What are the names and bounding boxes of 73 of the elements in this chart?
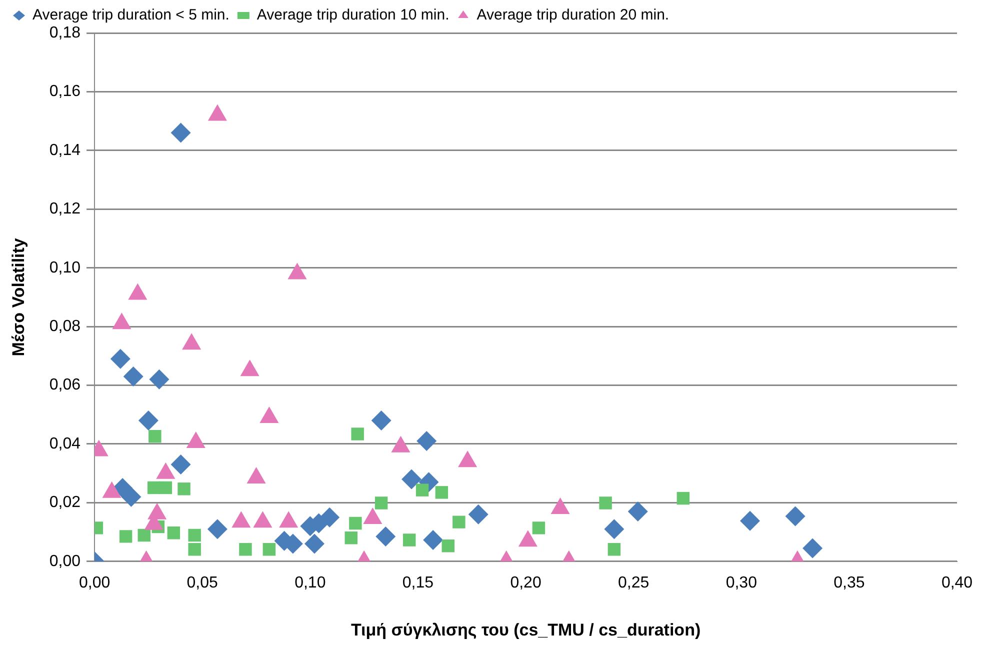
x-tick-label: 0,30 <box>726 574 758 592</box>
x-tick-label: 0,00 <box>78 574 110 592</box>
point <box>374 496 388 510</box>
point <box>628 501 648 522</box>
point <box>208 104 227 121</box>
legend-label: Average trip duration < 5 min. <box>32 6 230 24</box>
point <box>349 516 362 530</box>
point <box>320 507 340 528</box>
x-tick-label: 0,05 <box>186 574 218 592</box>
y-tick-label: 0,08 <box>49 318 81 335</box>
point <box>138 410 158 430</box>
y-tick-label: 0,02 <box>49 494 81 512</box>
point <box>423 530 444 550</box>
y-axis-title: Μέσο Volatility <box>8 238 28 356</box>
point <box>148 430 162 443</box>
point <box>402 534 416 546</box>
point <box>138 528 150 542</box>
legend-label: Average trip duration 20 min. <box>476 6 670 24</box>
point <box>123 366 144 386</box>
point <box>119 530 132 543</box>
x-tick-label: 0,35 <box>834 574 865 592</box>
y-tick-label: 0,04 <box>49 435 81 452</box>
point <box>376 526 396 546</box>
point <box>676 492 690 505</box>
point <box>442 539 455 552</box>
point <box>740 510 760 531</box>
point <box>344 532 358 544</box>
point <box>802 538 823 558</box>
point <box>207 519 228 540</box>
x-tick-label: 0,40 <box>941 574 973 592</box>
x-tick-label: 0,25 <box>618 574 650 592</box>
point <box>452 516 466 528</box>
point <box>435 486 448 499</box>
point <box>304 534 324 554</box>
y-tick-label: 0,14 <box>49 142 81 159</box>
x-tick-label: 0,20 <box>510 574 542 592</box>
y-tick-label: 0,18 <box>49 24 81 42</box>
point <box>604 519 624 540</box>
point <box>147 481 160 494</box>
point <box>170 454 191 475</box>
y-tick-label: 0,12 <box>49 200 81 218</box>
x-tick-label: 0,15 <box>402 574 434 592</box>
point <box>416 431 437 452</box>
point <box>121 486 142 507</box>
y-tick-label: 0,16 <box>49 83 81 100</box>
legend-label: Average trip duration 10 min. <box>256 6 450 24</box>
point <box>167 526 180 540</box>
point <box>608 543 621 556</box>
point <box>128 283 148 300</box>
point <box>262 543 276 556</box>
point <box>599 496 612 510</box>
point <box>182 333 202 350</box>
point <box>401 469 422 490</box>
point <box>188 528 201 542</box>
y-tick-label: 0,10 <box>49 259 81 276</box>
point <box>351 428 364 440</box>
point <box>288 262 307 280</box>
point <box>110 348 130 369</box>
x-axis-title: Τιμή σύγκλισης του (cs_TMU / cs_duration) <box>350 620 701 640</box>
point <box>188 543 201 556</box>
y-tick-label: 0,00 <box>49 552 81 570</box>
point <box>239 543 252 556</box>
y-tick-label: 0,06 <box>49 376 81 394</box>
point <box>112 312 132 330</box>
point <box>149 369 170 390</box>
point <box>159 481 172 494</box>
point <box>532 522 546 534</box>
point <box>371 410 392 430</box>
point <box>416 484 429 496</box>
point <box>785 506 806 526</box>
point <box>178 482 190 496</box>
point <box>468 504 488 524</box>
x-tick-label: 0,10 <box>294 574 326 592</box>
